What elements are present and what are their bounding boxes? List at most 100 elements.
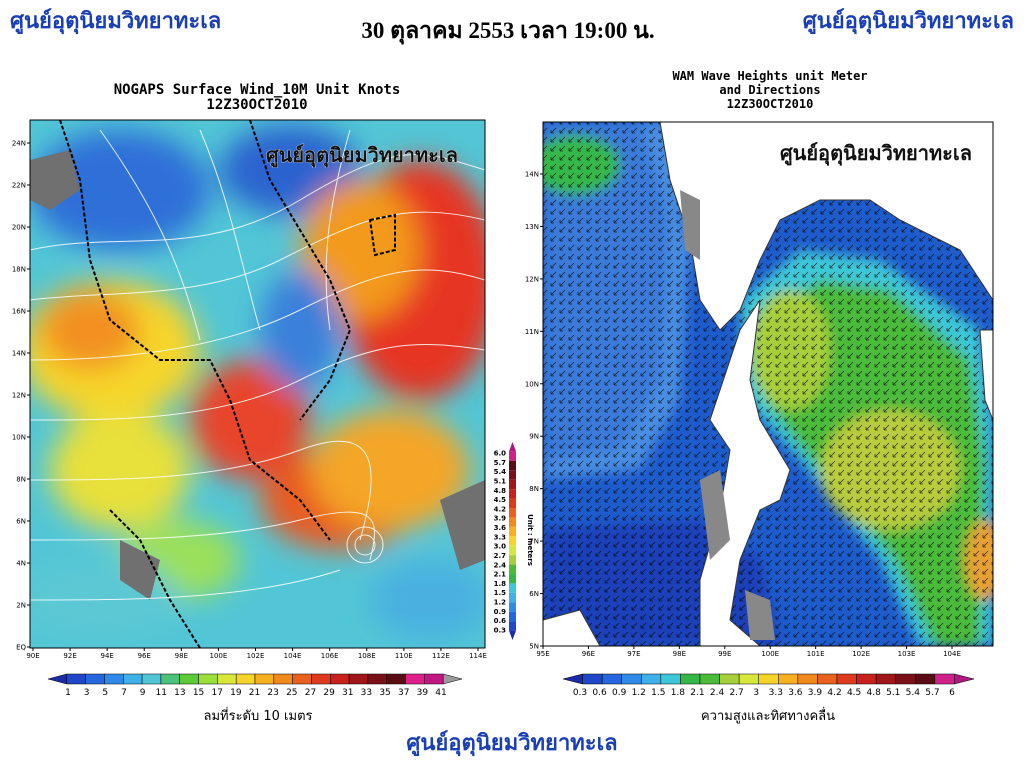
colorbar-label: 21 xyxy=(249,688,260,698)
colorbar-cell xyxy=(273,673,293,685)
lat-axis: 24N 22N 20N 18N 16N 14N 12N 10N 8N 6N 4N 2N EQ xyxy=(12,140,30,652)
colorbar-cell xyxy=(915,673,936,685)
colorbar-label: 5.1 xyxy=(494,477,507,485)
map-subtitle: 12Z30OCT2010 xyxy=(727,97,814,111)
colorbar-cell xyxy=(875,673,896,685)
lat-label: 5N xyxy=(529,643,539,651)
colorbar-cell xyxy=(601,673,622,685)
colorbar-label: 4.8 xyxy=(867,688,882,698)
colorbar-cell xyxy=(509,592,516,603)
colorbar-label: 2.1 xyxy=(690,688,704,698)
map-title: and Directions xyxy=(719,83,820,97)
slide-title: 30 ตุลาคม 2553 เวลา 19:00 น. xyxy=(361,18,654,45)
colorbar-cell xyxy=(509,489,516,499)
colorbar-unit: Unit : meters xyxy=(526,514,534,566)
colorbar-label: 1.5 xyxy=(651,688,665,698)
lat-label: 14N xyxy=(12,350,26,358)
colorbar-cell xyxy=(509,621,516,631)
lon-label: 97E xyxy=(627,650,640,658)
vertical-colorbar: 6.05.75.45.1 4.84.54.2 3.93.63.3 3.02.72.4 2… xyxy=(494,442,516,640)
lon-label: 101E xyxy=(807,650,825,658)
colorbar-cell xyxy=(509,602,516,612)
colorbar-cell xyxy=(509,555,516,565)
map-title: NOGAPS Surface Wind_10M Unit Knots xyxy=(114,82,401,98)
colorbar-cell xyxy=(367,673,387,685)
lat-label: 14N xyxy=(525,171,539,179)
colorbar-label: 1.5 xyxy=(494,589,507,597)
colorbar-label: 3.3 xyxy=(494,533,507,541)
lon-label: 112E xyxy=(432,652,450,660)
colorbar-label: 0.9 xyxy=(612,688,627,698)
colorbar-label: 11 xyxy=(156,688,167,698)
lat-label: 7N xyxy=(529,538,539,546)
colorbar-cell xyxy=(235,673,256,685)
lon-label: 102E xyxy=(247,652,265,660)
colorbar-cell xyxy=(442,673,463,685)
colorbar-label: 3.0 xyxy=(494,543,507,551)
colorbar-cell xyxy=(954,673,975,685)
colorbar-cell xyxy=(836,673,857,685)
colorbar-cell xyxy=(348,673,369,685)
colorbar-cell xyxy=(509,545,516,556)
colorbar-label: 5.1 xyxy=(886,688,900,698)
colorbar-label: 0.6 xyxy=(494,617,507,625)
colorbar-label: 3 xyxy=(84,688,90,698)
colorbar-label: 13 xyxy=(174,688,185,698)
lat-label: 2N xyxy=(16,602,26,610)
colorbar-label: 3 xyxy=(753,688,759,698)
colorbar-label: 2.4 xyxy=(710,688,725,698)
colorbar-label: 29 xyxy=(323,688,335,698)
colorbar-cell xyxy=(509,517,516,527)
colorbar-cell xyxy=(660,673,681,685)
colorbar-cell xyxy=(47,673,68,685)
colorbar-label: 3.6 xyxy=(494,524,507,532)
lat-label: 9N xyxy=(529,433,539,441)
colorbar-label: 0.3 xyxy=(494,627,507,635)
colorbar-cell xyxy=(509,564,516,574)
coastlines xyxy=(59,120,396,648)
colorbar-label: 1.2 xyxy=(632,688,646,698)
colorbar-cell xyxy=(509,583,516,593)
colorbar-label: 3.3 xyxy=(769,688,783,698)
lat-label: 6N xyxy=(16,518,26,526)
lon-label: 99E xyxy=(718,650,731,658)
colorbar-cell xyxy=(123,673,143,685)
lon-label: 94E xyxy=(100,652,113,660)
colorbar-label: 23 xyxy=(267,688,278,698)
colorbar-cell xyxy=(509,508,516,518)
colorbar-label: 39 xyxy=(417,688,429,698)
map-title: WAM Wave Heights unit Meter xyxy=(672,69,867,83)
colorbar-label: 4.5 xyxy=(494,496,507,504)
land xyxy=(543,122,993,646)
colorbar-cell xyxy=(719,673,740,685)
lat-label: 11N xyxy=(525,328,539,336)
colorbar-cell xyxy=(641,673,662,685)
colorbar-label: 25 xyxy=(286,688,297,698)
watermark: ศูนย์อุตุนิยมวิทยาทะเล xyxy=(780,142,972,167)
colorbar-cell xyxy=(621,673,642,685)
lat-label: 24N xyxy=(12,140,26,148)
colorbar-label: 35 xyxy=(379,688,390,698)
colorbar-label: 17 xyxy=(211,688,222,698)
colorbar-cell xyxy=(509,630,516,640)
colorbar-label: 3.6 xyxy=(788,688,803,698)
colorbar-label: 1 xyxy=(65,688,71,698)
watermark: ศูนย์อุตุนิยมวิทยาทะเล xyxy=(266,144,458,169)
colorbar-cell xyxy=(179,673,199,685)
colorbar-label: 19 xyxy=(230,688,242,698)
colorbar-label: 7 xyxy=(121,688,127,698)
colorbar-cell xyxy=(582,673,603,685)
lon-axis: 95E 96E 97E 98E 99E 100E 101E 102E 103E 104E xyxy=(536,646,961,658)
colorbar-cell xyxy=(895,673,916,685)
colorbar-label: 5 xyxy=(102,688,108,698)
lon-axis: 90E 92E 94E 96E 98E 100E 102E 104E 106E 108E 110E 1… xyxy=(26,648,487,660)
lat-label: 4N xyxy=(16,560,26,568)
org-name: ศูนย์อุตุนิยมวิทยาทะเล xyxy=(803,8,1014,35)
colorbar-cell xyxy=(509,451,516,461)
colorbar-cell xyxy=(160,673,180,685)
colorbar-cell xyxy=(217,673,237,685)
colorbar-label: 27 xyxy=(305,688,316,698)
colorbar-label: 1.2 xyxy=(494,599,507,607)
lon-label: 92E xyxy=(63,652,76,660)
